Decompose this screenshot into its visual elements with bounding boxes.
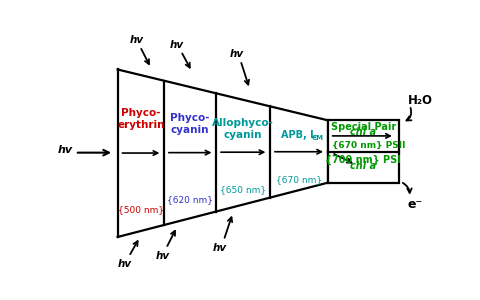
Text: chl a: chl a bbox=[350, 161, 376, 171]
Text: hv: hv bbox=[155, 251, 169, 261]
Text: hv: hv bbox=[118, 259, 132, 269]
Text: {670 nm} PSII: {670 nm} PSII bbox=[332, 141, 405, 150]
Text: hv: hv bbox=[229, 49, 244, 59]
Text: e⁻: e⁻ bbox=[408, 198, 423, 211]
Text: chl a: chl a bbox=[350, 128, 376, 137]
Text: {670 nm}: {670 nm} bbox=[276, 175, 322, 184]
Text: hv: hv bbox=[213, 243, 227, 253]
Bar bbox=[328, 120, 398, 183]
Text: {620 nm}: {620 nm} bbox=[167, 195, 213, 204]
Text: hv: hv bbox=[129, 35, 144, 45]
Text: {700 nm} PSI: {700 nm} PSI bbox=[325, 155, 401, 165]
Text: Special Pair: Special Pair bbox=[331, 122, 396, 132]
Text: {650 nm}: {650 nm} bbox=[220, 185, 266, 194]
FancyArrowPatch shape bbox=[407, 108, 411, 121]
Text: Phyco-
erythrin: Phyco- erythrin bbox=[117, 108, 165, 130]
Text: hv: hv bbox=[58, 145, 73, 155]
Text: Allophyco-
cyanin: Allophyco- cyanin bbox=[212, 118, 274, 140]
Text: Phyco-
cyanin: Phyco- cyanin bbox=[170, 113, 210, 135]
Text: {500 nm}: {500 nm} bbox=[118, 205, 164, 214]
Text: hv: hv bbox=[170, 40, 184, 50]
Text: H₂O: H₂O bbox=[408, 94, 433, 107]
FancyArrowPatch shape bbox=[403, 183, 412, 193]
Text: CM: CM bbox=[312, 135, 324, 141]
Text: APB, L: APB, L bbox=[281, 130, 317, 140]
